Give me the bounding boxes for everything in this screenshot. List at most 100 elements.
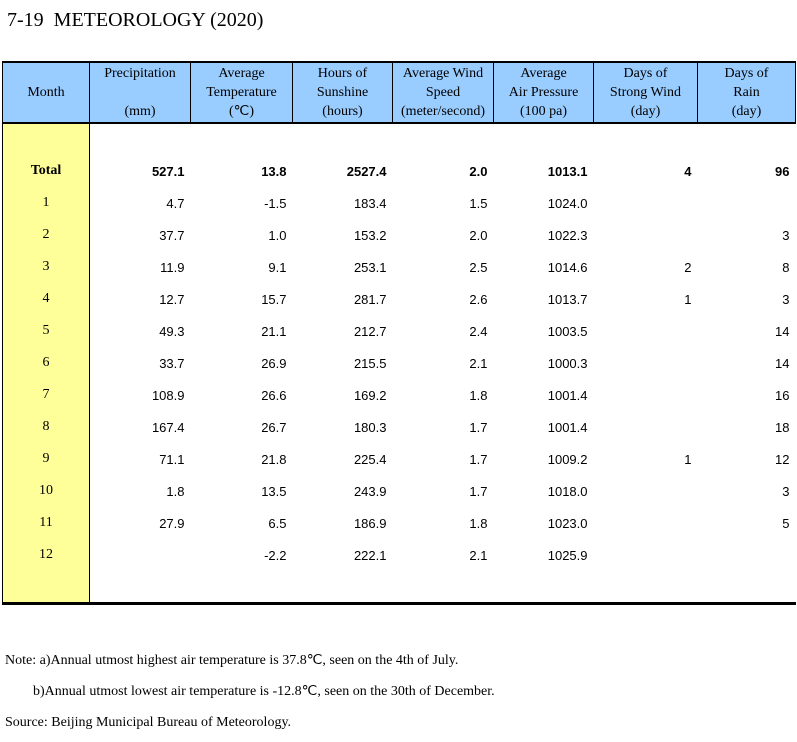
header-cell-precipitation: Precipitation (mm) [89,61,191,124]
value-cell: 167.4 [151,419,185,435]
value-cell: 212.7 [353,323,387,339]
value-cell: 108.9 [151,387,185,403]
spacer-row [2,571,796,604]
value-cell [594,411,698,443]
value-cell: -2.2 [264,547,287,563]
value-cell: 15.7 [261,291,287,307]
value-cell: 1014.6 [547,259,588,275]
page-title: 7-19 METEOROLOGY (2020) [7,9,264,31]
header-cell-avg-wind-speed: Average Wind Speed (meter/second) [392,61,494,124]
month-cell: 12 [2,539,90,571]
value-cell: 2.1 [469,547,488,563]
value-cell: 21.1 [261,323,287,339]
value-cell: 253.1 [353,259,387,275]
spacer-cell [191,571,293,604]
value-cell: 1.8 [469,515,488,531]
value-cell: 27.9 [159,515,185,531]
header-line: Days of [623,66,668,81]
table-row-9: 9 71.1 21.8 225.4 1.7 1009.2 1 12 [2,443,796,475]
value-cell: 1013.7 [547,291,588,307]
header-cell-avg-temperature: Average Temperature (℃) [190,61,293,124]
spacer-cell [494,571,594,604]
header-line: (hours) [322,104,363,119]
table-row-5: 5 49.3 21.1 212.7 2.4 1003.5 14 [2,315,796,347]
header-line: Sunshine [316,85,369,100]
value-cell: 1023.0 [547,515,588,531]
month-cell: 7 [2,379,90,411]
value-cell: 1.8 [166,483,185,499]
header-line: Hours of [317,66,368,81]
value-cell: 1.5 [469,195,488,211]
value-cell: 26.6 [261,387,287,403]
table-row-6: 6 33.7 26.9 215.5 2.1 1000.3 14 [2,347,796,379]
value-cell: -1.5 [264,195,287,211]
value-cell: 2.1 [469,355,488,371]
value-cell: 3 [782,227,790,243]
value-cell: 183.4 [353,195,387,211]
spacer-row [2,123,796,155]
value-cell: 4 [684,163,692,179]
month-cell: 1 [2,187,90,219]
value-cell: 225.4 [353,451,387,467]
header-line: Rain [733,85,760,100]
header-cell-days-of-strong-wind: Days of Strong Wind (day) [593,61,698,124]
spacer-cell [90,123,191,155]
header-line: Average [520,66,567,81]
header-cell-avg-air-pressure: Average Air Pressure (100 pa) [493,61,594,124]
header-line [90,83,190,102]
value-cell: 1022.3 [547,227,588,243]
table-row-2: 2 37.7 1.0 153.2 2.0 1022.3 3 [2,219,796,251]
value-cell: 14 [775,355,790,371]
value-cell: 215.5 [353,355,387,371]
value-cell: 18 [775,419,790,435]
value-cell: 1025.9 [547,547,588,563]
month-cell: 10 [2,475,90,507]
value-cell: 3 [782,291,790,307]
header-line: (℃) [228,104,255,119]
month-cell: 3 [2,251,90,283]
value-cell [594,347,698,379]
value-cell: 2.4 [469,323,488,339]
table-header-row: Month Precipitation (mm) Average Temperatur… [2,61,796,124]
value-cell: 1.8 [469,387,488,403]
month-cell: 4 [2,283,90,315]
value-cell: 2.0 [469,227,488,243]
value-cell [594,379,698,411]
value-cell: 527.1 [151,163,185,179]
value-cell: 1000.3 [547,355,588,371]
value-cell: 1001.4 [547,387,588,403]
month-cell: 8 [2,411,90,443]
source-note: Source: Beijing Municipal Bureau of Mete… [5,715,292,730]
spacer-cell [90,571,191,604]
value-cell: 2.5 [469,259,488,275]
spacer-cell [494,123,594,155]
meteorology-table: Month Precipitation (mm) Average Temperatur… [2,61,796,605]
value-cell [594,475,698,507]
value-cell: 281.7 [353,291,387,307]
value-cell: 13.5 [261,483,287,499]
value-cell: 1018.0 [547,483,588,499]
header-line: Days of [724,66,769,81]
notes-section: Note: a)Annual utmost highest air temper… [5,653,797,731]
value-cell: 153.2 [353,227,387,243]
header-line: (100 pa) [519,104,568,119]
value-cell: 1.7 [469,483,488,499]
value-cell [594,219,698,251]
value-cell [594,315,698,347]
spacer-cell [594,571,698,604]
value-cell: 49.3 [159,323,185,339]
month-col-spacer [2,123,90,155]
table-row-11: 11 27.9 6.5 186.9 1.8 1023.0 5 [2,507,796,539]
month-cell: 5 [2,315,90,347]
value-cell: 6.5 [268,515,287,531]
month-col-spacer [2,571,90,604]
value-cell: 33.7 [159,355,185,371]
header-cell-month: Month [2,61,90,124]
header-line: Air Pressure [508,85,579,100]
value-cell: 243.9 [353,483,387,499]
value-cell: 71.1 [159,451,185,467]
header-line: (day) [731,104,762,119]
value-cell: 3 [782,483,790,499]
spacer-cell [698,571,796,604]
spacer-cell [393,571,494,604]
